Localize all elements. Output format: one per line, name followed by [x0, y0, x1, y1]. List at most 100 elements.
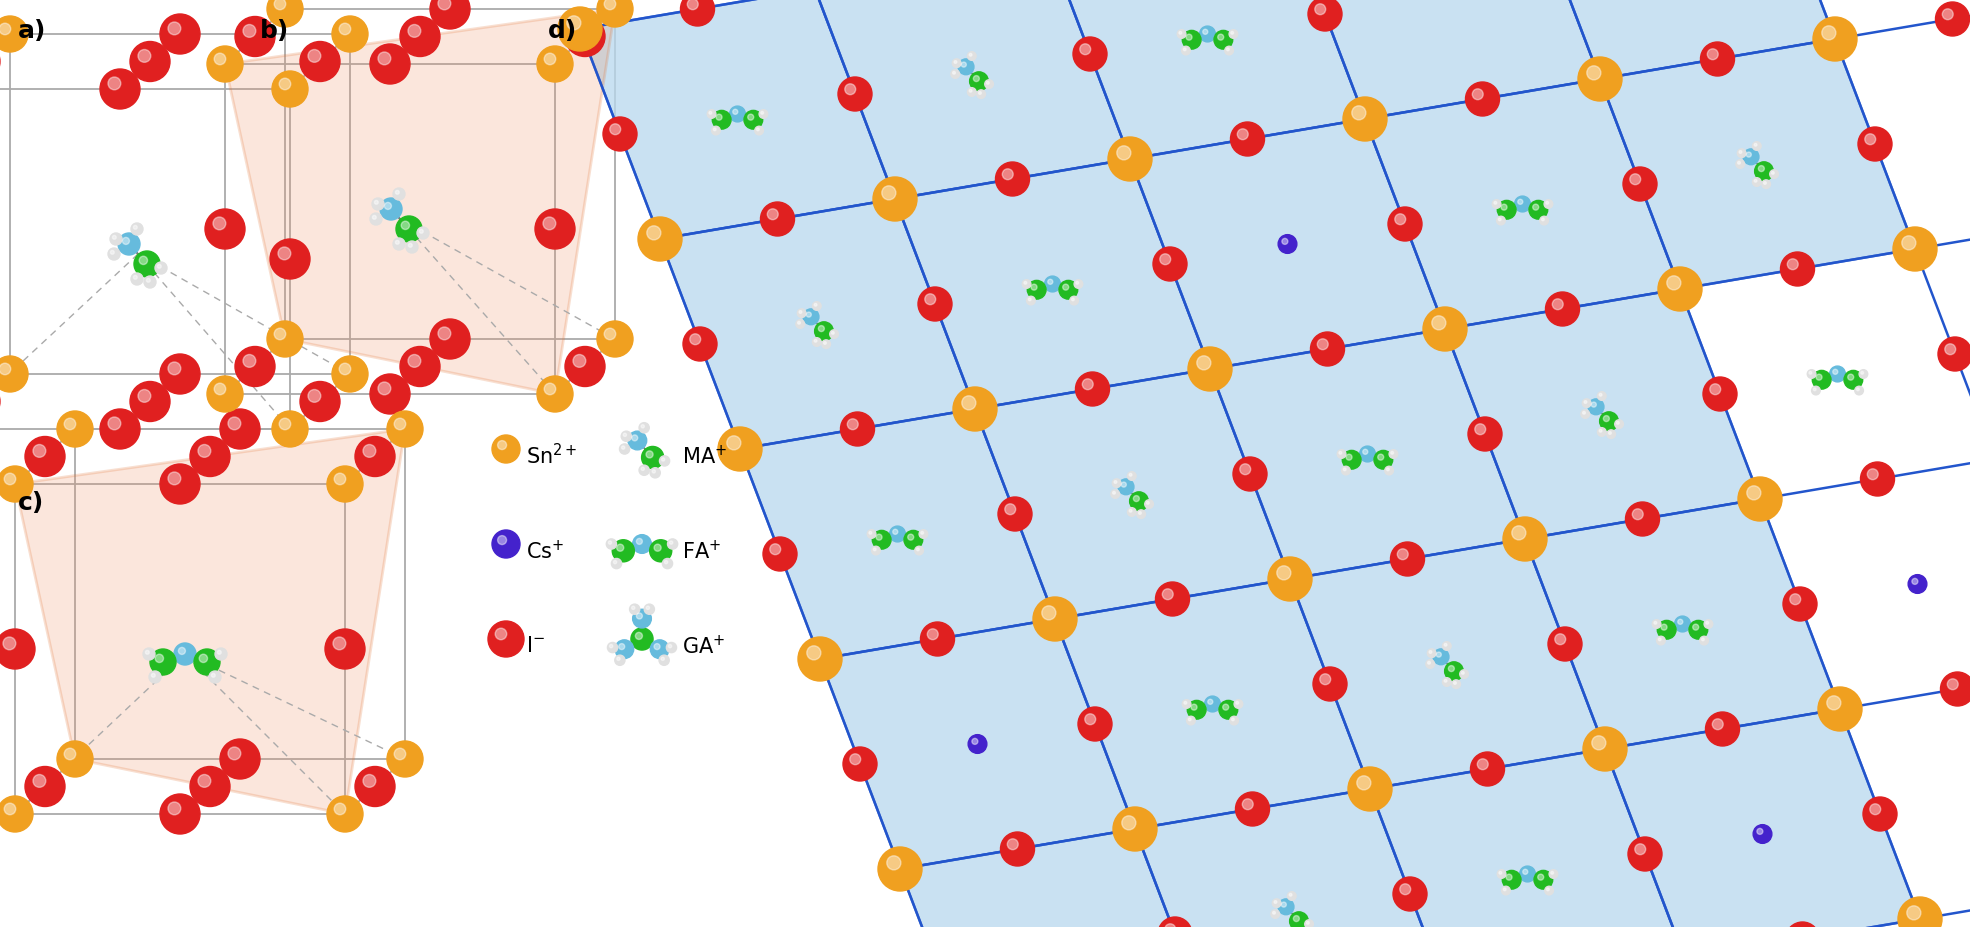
- Circle shape: [217, 651, 221, 654]
- Circle shape: [1310, 333, 1344, 366]
- Circle shape: [274, 0, 286, 11]
- Circle shape: [392, 239, 406, 250]
- Circle shape: [1044, 277, 1060, 293]
- Circle shape: [1048, 280, 1052, 285]
- Polygon shape: [1606, 709, 1921, 927]
- Circle shape: [1344, 98, 1387, 142]
- Circle shape: [800, 311, 802, 314]
- Circle shape: [1395, 214, 1407, 225]
- Circle shape: [1653, 620, 1661, 629]
- Circle shape: [130, 43, 169, 83]
- Circle shape: [1026, 281, 1046, 299]
- Circle shape: [611, 559, 623, 569]
- Circle shape: [654, 544, 662, 552]
- Circle shape: [234, 18, 276, 57]
- Polygon shape: [900, 829, 1215, 927]
- Circle shape: [619, 644, 624, 650]
- Circle shape: [1060, 281, 1078, 299]
- Circle shape: [378, 53, 390, 66]
- Text: b): b): [260, 19, 290, 43]
- Polygon shape: [1056, 579, 1369, 829]
- Circle shape: [812, 302, 821, 311]
- Circle shape: [156, 262, 167, 274]
- Circle shape: [680, 0, 715, 27]
- Circle shape: [617, 544, 624, 552]
- Circle shape: [1806, 370, 1816, 379]
- Circle shape: [327, 796, 362, 832]
- Circle shape: [1444, 662, 1464, 680]
- Circle shape: [1182, 32, 1202, 50]
- Circle shape: [1783, 588, 1816, 621]
- Circle shape: [1771, 172, 1775, 175]
- Circle shape: [307, 390, 321, 403]
- Circle shape: [418, 228, 429, 240]
- Circle shape: [1615, 420, 1623, 429]
- Circle shape: [650, 641, 670, 659]
- Circle shape: [370, 214, 382, 226]
- Circle shape: [299, 382, 341, 422]
- Circle shape: [1005, 504, 1017, 515]
- Circle shape: [1818, 687, 1862, 731]
- Circle shape: [1227, 49, 1229, 52]
- Circle shape: [573, 25, 585, 38]
- Circle shape: [1743, 150, 1759, 166]
- Circle shape: [1505, 874, 1513, 880]
- Circle shape: [1137, 510, 1145, 519]
- Circle shape: [1145, 501, 1152, 509]
- Circle shape: [1476, 425, 1485, 435]
- Circle shape: [272, 412, 307, 448]
- Polygon shape: [741, 410, 1056, 659]
- Circle shape: [299, 43, 341, 83]
- Circle shape: [333, 638, 347, 650]
- Circle shape: [1708, 50, 1718, 60]
- Circle shape: [646, 606, 650, 610]
- Circle shape: [877, 535, 883, 540]
- Circle shape: [144, 276, 156, 288]
- Circle shape: [1204, 696, 1221, 712]
- Circle shape: [904, 531, 922, 550]
- Circle shape: [0, 629, 35, 669]
- Circle shape: [908, 535, 914, 540]
- Circle shape: [1909, 575, 1927, 593]
- Circle shape: [33, 775, 45, 787]
- Circle shape: [867, 530, 877, 539]
- Circle shape: [1340, 452, 1342, 454]
- Circle shape: [1812, 18, 1858, 62]
- Circle shape: [1239, 464, 1251, 476]
- Circle shape: [1442, 678, 1452, 687]
- Circle shape: [1346, 454, 1351, 461]
- Circle shape: [1387, 468, 1389, 471]
- Circle shape: [138, 50, 152, 63]
- Circle shape: [193, 649, 221, 675]
- Circle shape: [1706, 622, 1708, 625]
- Circle shape: [1503, 888, 1507, 891]
- Circle shape: [1231, 32, 1233, 35]
- Circle shape: [1600, 394, 1602, 397]
- Circle shape: [205, 210, 244, 249]
- Circle shape: [1233, 700, 1243, 708]
- Circle shape: [112, 236, 116, 240]
- Circle shape: [611, 124, 621, 135]
- Circle shape: [829, 330, 839, 339]
- Circle shape: [1582, 412, 1586, 414]
- Circle shape: [1279, 899, 1294, 915]
- Circle shape: [1085, 714, 1095, 725]
- Circle shape: [597, 322, 632, 358]
- Circle shape: [492, 530, 520, 558]
- Circle shape: [646, 226, 660, 241]
- Circle shape: [816, 323, 833, 341]
- Circle shape: [1306, 921, 1310, 924]
- Circle shape: [384, 203, 392, 210]
- Circle shape: [33, 445, 45, 458]
- Circle shape: [1214, 32, 1233, 50]
- Circle shape: [798, 310, 806, 318]
- Circle shape: [967, 53, 975, 61]
- Circle shape: [1129, 510, 1133, 513]
- Circle shape: [849, 754, 861, 765]
- Circle shape: [108, 248, 120, 260]
- Circle shape: [207, 376, 242, 413]
- Circle shape: [189, 767, 230, 806]
- Circle shape: [270, 240, 309, 280]
- Circle shape: [565, 347, 605, 387]
- Text: FA$^{+}$: FA$^{+}$: [682, 539, 721, 562]
